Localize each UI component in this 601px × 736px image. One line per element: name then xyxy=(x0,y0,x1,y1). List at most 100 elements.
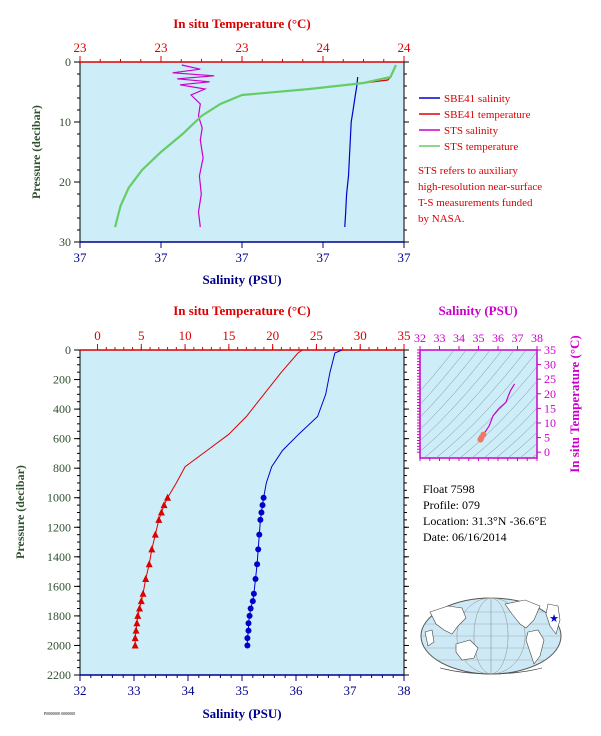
salinity-point xyxy=(256,531,263,538)
ts-temp-tick-label: 0 xyxy=(544,445,550,459)
ts-density-contours xyxy=(420,350,537,458)
top-pressure-tick-label: 30 xyxy=(59,235,71,249)
top-panel-temperature-axis-label: In situ Temperature (°C) xyxy=(173,16,311,31)
bottom-temp-tick-label: 15 xyxy=(222,328,235,343)
bottom-sal-tick-label: 32 xyxy=(74,683,87,698)
series-sts-salinity xyxy=(172,64,215,228)
density-contour xyxy=(423,350,527,458)
temperature-point xyxy=(137,597,145,605)
density-contour xyxy=(483,407,537,458)
density-contour xyxy=(420,350,491,430)
bottom-sal-tick-label: 36 xyxy=(290,683,304,698)
top-temp-tick-label: 24 xyxy=(398,40,412,55)
temperature-point xyxy=(145,560,153,568)
temperature-point xyxy=(139,589,147,597)
top-panel-series xyxy=(114,64,397,228)
ts-sal-tick-label: 38 xyxy=(531,331,543,345)
ts-sal-tick-label: 36 xyxy=(492,331,504,345)
temperature-point xyxy=(157,508,165,516)
bottom-panel-series xyxy=(131,349,343,649)
temperature-point xyxy=(132,626,140,634)
bottom-pressure-tick-label: 2000 xyxy=(47,638,71,652)
bottom-panel-ticks: 0 5 10 15 20 25 30 35 32 33 34 35 36 37 38 0 200 400 600 80… xyxy=(47,328,411,698)
top-temp-tick-label: 24 xyxy=(317,40,331,55)
europe-africa-landmass xyxy=(545,603,561,635)
salinity-point xyxy=(250,590,257,597)
bottom-sal-tick-label: 34 xyxy=(182,683,196,698)
salinity-point xyxy=(245,627,252,634)
bottom-temp-tick-label: 30 xyxy=(354,328,367,343)
temperature-point xyxy=(151,530,159,538)
legend-label: STS temperature xyxy=(444,141,518,153)
bottom-pressure-tick-label: 1400 xyxy=(47,550,71,564)
ts-temp-tick-label: 30 xyxy=(544,358,556,372)
top-panel-pressure-axis-label: Pressure (decibar) xyxy=(29,105,43,199)
ts-temp-tick-label: 35 xyxy=(544,343,556,357)
salinity-point xyxy=(245,620,252,627)
ts-sal-tick-label: 32 xyxy=(414,331,426,345)
bottom-pressure-tick-label: 2200 xyxy=(47,668,71,682)
bottom-pressure-tick-label: 600 xyxy=(53,432,71,446)
sts-note: STS refers to auxiliary high-resolution … xyxy=(418,165,542,225)
density-contour xyxy=(507,432,537,458)
bottom-temp-tick-label: 5 xyxy=(138,328,145,343)
density-contour xyxy=(459,380,537,458)
north-america-landmass xyxy=(504,599,541,629)
top-pressure-tick-label: 10 xyxy=(59,115,71,129)
bottom-temp-tick-label: 25 xyxy=(310,328,323,343)
temperature-point xyxy=(148,545,156,553)
bottom-panel-temperature-axis-label: In situ Temperature (°C) xyxy=(173,303,311,318)
density-contour xyxy=(447,366,537,458)
density-contour xyxy=(420,350,467,406)
salinity-point xyxy=(254,561,261,568)
bottom-sal-tick-label: 37 xyxy=(344,683,358,698)
bottom-plot-area xyxy=(79,349,405,676)
ts-temp-tick-label: 15 xyxy=(544,401,556,415)
date: Date: 06/16/2014 xyxy=(423,530,507,544)
density-contour xyxy=(519,443,537,458)
bottom-temp-tick-label: 0 xyxy=(94,328,101,343)
legend-label: STS salinity xyxy=(444,125,499,137)
density-contour xyxy=(420,350,503,442)
top-panel-salinity-axis-label: Salinity (PSU) xyxy=(202,272,281,287)
asia-landmass xyxy=(429,605,467,635)
antarctica-landmass xyxy=(439,667,543,675)
density-contour xyxy=(420,350,515,452)
bottom-sal-tick-label: 33 xyxy=(128,683,141,698)
bottom-pressure-tick-label: 200 xyxy=(53,373,71,387)
ts-temp-tick-label: 10 xyxy=(544,416,556,430)
top-temp-tick-label: 23 xyxy=(155,40,168,55)
legend-label: SBE41 temperature xyxy=(444,109,531,121)
temperature-point xyxy=(131,634,139,642)
top-sal-tick-label: 37 xyxy=(74,250,88,265)
note-line: high-resolution near-surface xyxy=(418,181,542,193)
ts-sal-tick-label: 34 xyxy=(453,331,465,345)
bottom-pressure-tick-label: 800 xyxy=(53,461,71,475)
bottom-sal-tick-label: 35 xyxy=(236,683,249,698)
float-location-marker: ★ xyxy=(549,613,559,625)
series-sts-temperature xyxy=(114,64,397,228)
bottom-panel: 0 5 10 15 20 25 30 35 32 33 34 35 36 37 38 0 200 400 600 80… xyxy=(13,303,411,721)
temperature-point xyxy=(155,515,163,523)
top-pressure-tick-label: 20 xyxy=(59,175,71,189)
ts-sal-tick-label: 33 xyxy=(434,331,446,345)
ts-temperature-axis-label: In situ Temperature (°C) xyxy=(567,335,582,473)
ts-sal-tick-label: 37 xyxy=(512,331,524,345)
salinity-point xyxy=(252,575,259,582)
float-id: Float 7598 xyxy=(423,482,475,496)
salinity-point xyxy=(244,635,251,642)
salinity-point xyxy=(255,546,262,553)
ts-deep-point xyxy=(480,431,487,438)
top-panel-ticks: 23 23 23 24 24 37 37 37 37 37 0 10 20 30 xyxy=(59,40,411,265)
temperature-point xyxy=(164,493,172,501)
ts-temp-tick-label: 5 xyxy=(544,431,550,445)
bottom-pressure-tick-label: 1000 xyxy=(47,491,71,505)
legend: SBE41 salinity SBE41 temperature STS salin… xyxy=(419,93,531,153)
ts-temp-tick-label: 20 xyxy=(544,387,556,401)
salinity-point xyxy=(244,642,251,649)
bottom-temp-tick-label: 10 xyxy=(179,328,192,343)
south-america-landmass xyxy=(525,629,545,665)
top-temp-tick-label: 23 xyxy=(236,40,249,55)
note-line: STS refers to auxiliary xyxy=(418,165,518,177)
